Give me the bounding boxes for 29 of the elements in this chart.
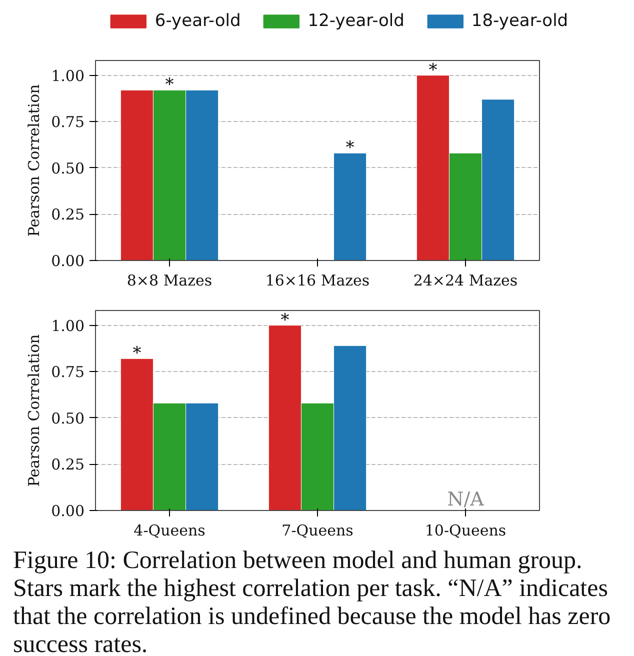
annotation: * <box>346 138 355 158</box>
y-tick-label: 1.00 <box>51 316 85 335</box>
y-tick-label: 0.25 <box>51 206 85 224</box>
bar <box>334 152 367 260</box>
y-tick-label: 0.00 <box>51 252 85 270</box>
legend-label: 6-year-old <box>154 11 241 31</box>
x-tick-label: 8×8 Mazes <box>126 272 212 290</box>
y-tick-label: 1.00 <box>51 66 85 85</box>
y-tick-label: 0.75 <box>51 113 85 132</box>
legend-label: 18-year-old <box>471 11 568 31</box>
x-tick-label: 16×16 Mazes <box>265 272 370 290</box>
y-tick-label: 0.50 <box>51 159 85 178</box>
y-tick-label: 0.25 <box>51 456 85 474</box>
annotation: * <box>165 75 174 96</box>
caption: Figure 10: Correlation between model and human group. Stars mark the highest correlation per task. “N/A” indicates that the correlation is undefined because the model has zero success rates. <box>13 547 612 656</box>
y-tick-label: 0.75 <box>51 363 85 382</box>
y-tick-label: 0.00 <box>51 502 85 520</box>
x-tick-label: 4-Queens <box>134 522 206 540</box>
annotation: * <box>132 344 142 364</box>
annotation: N/A <box>447 488 484 510</box>
x-tick-label: 10-Queens <box>424 522 506 540</box>
annotation: * <box>280 310 290 330</box>
y-axis-title: Pearson Correlation <box>25 84 44 237</box>
y-tick-label: 0.50 <box>51 409 85 428</box>
annotation: * <box>428 60 438 80</box>
legend-label: 12-year-old <box>308 11 404 31</box>
x-tick-label: 24×24 Mazes <box>413 272 518 290</box>
x-tick-label: 7-Queens <box>282 522 354 540</box>
y-axis-title: Pearson Correlation <box>25 334 44 487</box>
